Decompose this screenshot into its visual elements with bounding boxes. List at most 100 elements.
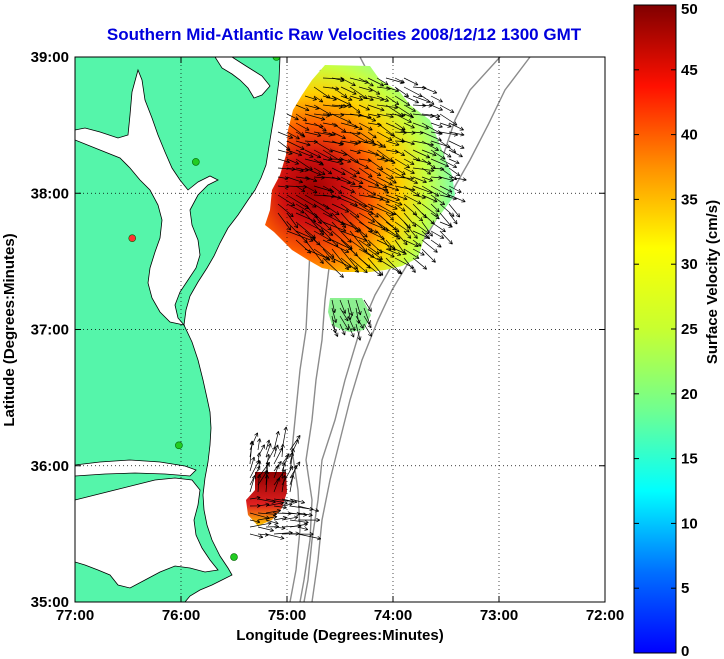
velocity-arrow-140	[349, 149, 361, 154]
velocity-arrow-203	[376, 176, 393, 186]
y-tick-label-0: 35:00	[31, 594, 69, 611]
velocity-arrow-457	[297, 517, 321, 523]
velocity-arrow-321	[385, 230, 401, 240]
velocity-arrow-264	[385, 203, 398, 210]
velocity-arrow-384	[331, 323, 339, 337]
velocity-arrow-60	[331, 113, 352, 124]
velocity-arrow-407	[249, 456, 256, 472]
velocity-arrow-148	[421, 149, 437, 157]
velocity-arrow-331	[322, 239, 350, 253]
velocity-arrow-72	[439, 113, 458, 126]
colorbar-tick-label-0: 0	[681, 643, 689, 659]
velocity-arrow-71	[430, 113, 441, 121]
velocity-arrow-23	[304, 95, 317, 101]
velocity-arrow-114	[295, 140, 311, 147]
velocity-arrow-340	[403, 239, 419, 248]
velocity-arrow-259	[340, 203, 360, 218]
velocity-arrow-221	[358, 185, 376, 196]
station-marker-2	[175, 441, 183, 450]
velocity-arrow-89	[430, 122, 443, 128]
velocity-arrow-149	[430, 149, 446, 160]
velocity-arrow-368	[412, 257, 428, 270]
velocity-arrow-182	[367, 167, 382, 177]
velocity-arrow-367	[403, 257, 416, 273]
velocity-arrow-156	[313, 158, 324, 166]
velocity-arrow-2	[340, 77, 356, 87]
velocity-arrow-175	[304, 167, 322, 176]
velocity-arrow-208	[421, 176, 434, 182]
velocity-arrow-165	[394, 158, 410, 169]
colorbar-tick-label-7: 35	[681, 191, 698, 208]
velocity-arrow-28	[349, 95, 364, 101]
velocity-arrow-20	[403, 86, 423, 97]
velocity-arrow-451	[249, 519, 261, 524]
velocity-arrow-304	[394, 221, 410, 233]
velocity-arrow-355	[403, 248, 420, 259]
velocity-arrow-401	[249, 440, 254, 465]
velocity-arrow-120	[349, 140, 362, 145]
velocity-arrow-56	[295, 113, 308, 122]
velocity-arrow-150	[439, 149, 452, 158]
velocity-arrow-169	[430, 158, 450, 168]
velocity-arrow-289	[430, 212, 440, 220]
x-tick-label-3: 74:00	[374, 607, 412, 624]
y-tick-label-2: 37:00	[31, 322, 69, 339]
velocity-arrow-352	[376, 248, 395, 258]
y-axis-ticks: 35:00 36:00 37:00 38:00 39:00	[31, 49, 605, 611]
velocity-arrow-231	[448, 185, 462, 193]
velocity-arrow-181	[358, 167, 373, 178]
x-axis-ticks: 77:00 76:00 75:00 74:00 73:00 72:00	[56, 57, 624, 624]
velocity-arrow-383	[363, 315, 372, 329]
velocity-arrow-159	[340, 158, 352, 163]
velocity-arrow-303	[385, 221, 400, 233]
velocity-arrow-271	[448, 203, 461, 218]
velocity-arrow-135	[304, 149, 322, 159]
velocity-arrow-74	[295, 122, 310, 131]
velocity-arrow-263	[376, 203, 397, 215]
velocity-arrow-345	[313, 248, 331, 261]
velocity-arrow-147	[412, 149, 431, 159]
velocity-arrow-253	[286, 203, 305, 214]
velocity-arrow-439	[265, 501, 284, 507]
velocity-arrow-459	[257, 526, 274, 533]
velocity-arrow-219	[340, 185, 355, 193]
radar-stations	[128, 57, 281, 561]
velocity-arrow-281	[358, 212, 376, 223]
y-axis-label: Latitude (Degrees:Minutes)	[1, 233, 18, 426]
velocity-arrow-446	[265, 508, 282, 514]
velocity-arrow-261	[358, 203, 379, 218]
velocity-arrow-33	[394, 95, 411, 106]
colorbar-tick-label-6: 30	[681, 256, 698, 273]
map-plot-area	[75, 57, 605, 602]
bathy-contour-4	[311, 57, 531, 602]
velocity-arrow-458	[249, 521, 272, 528]
velocity-arrow-430	[289, 474, 295, 493]
velocity-arrow-299	[349, 221, 368, 238]
velocity-arrow-411	[281, 453, 290, 472]
velocity-arrow-427	[264, 474, 270, 493]
x-tick-label-4: 73:00	[480, 607, 518, 624]
velocity-arrow-201	[358, 176, 379, 187]
velocity-arrow-109	[430, 131, 443, 136]
velocity-arrow-94	[295, 131, 306, 138]
velocity-arrow-111	[448, 131, 465, 137]
velocity-arrow-191	[448, 167, 461, 177]
velocity-arrow-157	[322, 158, 344, 166]
velocity-arrow-422	[273, 469, 286, 486]
velocity-arrow-80	[349, 122, 363, 130]
velocity-arrow-307	[421, 221, 433, 237]
velocity-arrow-280	[349, 212, 373, 233]
velocity-arrow-202	[367, 176, 388, 188]
colorbar	[633, 4, 677, 654]
velocity-arrow-204	[385, 176, 397, 184]
velocity-arrow-373	[363, 299, 372, 312]
velocity-arrow-450	[297, 512, 313, 517]
velocity-arrow-76	[313, 122, 327, 132]
velocity-arrow-308	[430, 221, 446, 233]
colorbar-tick-label-1: 5	[681, 580, 689, 597]
velocity-arrow-93	[286, 131, 300, 140]
velocity-arrow-55	[286, 113, 299, 121]
velocity-arrow-32	[385, 95, 400, 106]
velocity-arrow-453	[265, 519, 279, 525]
velocity-arrow-429	[281, 475, 287, 493]
